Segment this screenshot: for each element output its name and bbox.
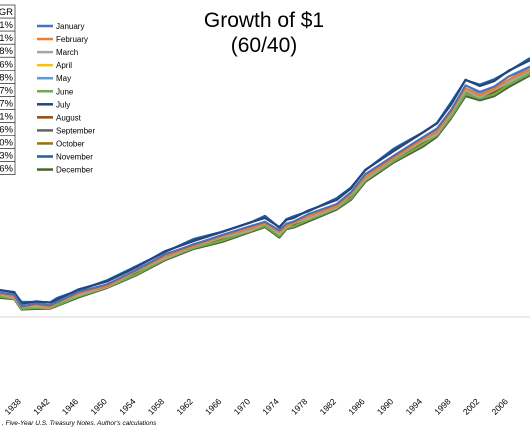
x-tick-label: 1982 [318,396,339,417]
x-tick-label: 1946 [60,396,81,417]
x-tick-label: 1986 [346,396,367,417]
cagr-cell: 0% [0,138,14,149]
x-tick-label: 1958 [146,396,167,417]
x-tick-label: 1962 [174,396,195,417]
cagr-table-frame [0,4,16,175]
x-tick-label: 1950 [88,396,109,417]
x-tick-label: 1966 [203,396,224,417]
chart-subtitle: (60/40) [231,34,298,57]
legend-label-august: August [56,113,82,122]
legend-label-february: February [56,35,88,44]
x-tick-label: 2002 [461,396,482,417]
legend-label-july: July [56,100,70,109]
cagr-cell: 6% [0,125,14,136]
x-tick-label: 1994 [404,396,425,417]
cagr-cell: 6% [0,59,14,70]
x-tick-label: 1990 [375,396,396,417]
cagr-table: GR 1% 1% 8% 6% 8% 7% 7% 1% 6% 0% 3% 6% [0,4,16,175]
x-tick-label: 1970 [232,396,253,417]
legend-label-june: June [56,87,74,96]
x-tick-labels: 1938 1942 1946 1950 1954 1958 1962 1966 1970 1974… [2,396,510,417]
x-tick-label: 1954 [117,396,138,417]
source-note: , Five-Year U.S. Treasury Notes. Author'… [2,420,157,427]
legend-label-december: December [56,166,93,175]
series-line-january [0,65,530,308]
chart-title: Growth of $1 [204,9,324,32]
cagr-cell: 1% [0,111,14,122]
cagr-cell: 1% [0,33,14,44]
legend-label-september: September [56,126,95,135]
legend-label-january: January [56,22,84,31]
legend-label-march: March [56,48,78,57]
cagr-cell: 1% [0,20,14,31]
x-tick-label: 1978 [289,396,310,417]
legend-label-may: May [56,74,71,83]
cagr-cell: 7% [0,85,14,96]
x-tick-label: 1974 [260,396,281,417]
plot-area [0,0,530,317]
cagr-cell: 8% [0,46,14,57]
cagr-cell: 3% [0,151,14,162]
cagr-cell: 6% [0,164,14,175]
x-tick-label: 1938 [2,396,23,417]
x-tick-label: 1942 [31,396,52,417]
x-tick-label: 2006 [489,396,510,417]
legend-label-april: April [56,61,72,70]
series-layer [0,57,530,311]
cagr-cell: 8% [0,72,14,83]
legend-label-november: November [56,153,93,162]
x-tick-label: 1998 [432,396,453,417]
series-line-july [0,59,530,305]
cagr-cell: 7% [0,98,14,109]
legend-label-october: October [56,139,85,148]
chart-legend: January February March April May June July Augu… [37,22,95,175]
cagr-header: GR [0,7,13,18]
